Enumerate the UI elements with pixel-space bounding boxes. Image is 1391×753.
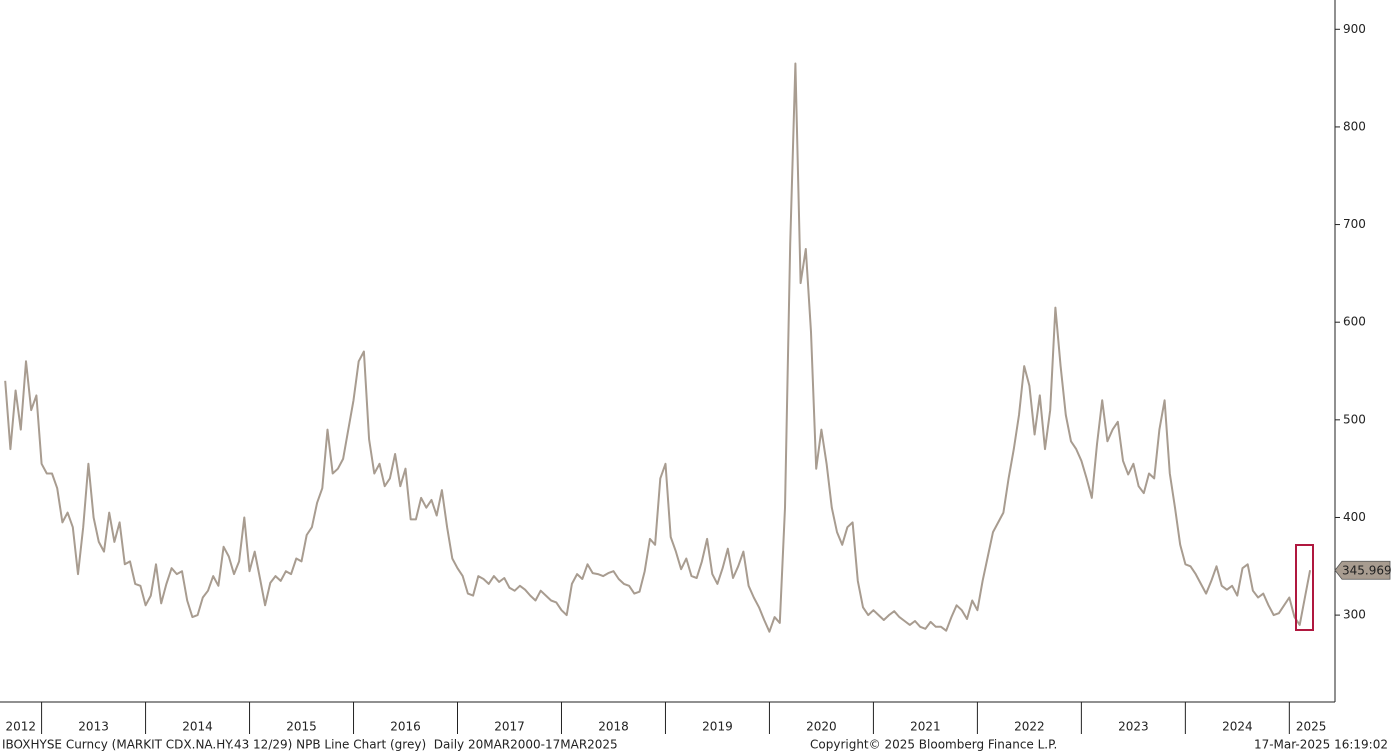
last-value-label: 345.969 bbox=[1342, 564, 1391, 578]
x-tick-label: 2023 bbox=[1118, 720, 1149, 734]
x-tick-label: 2013 bbox=[78, 720, 109, 734]
y-tick-label: 300 bbox=[1343, 608, 1366, 622]
x-tick-label: 2015 bbox=[286, 720, 317, 734]
plot-area bbox=[4, 62, 1312, 633]
y-tick-label: 800 bbox=[1343, 119, 1366, 133]
x-tick-label: 2017 bbox=[494, 720, 525, 734]
last-value-tag bbox=[1334, 560, 1391, 580]
x-tick-label: 2014 bbox=[182, 720, 213, 734]
y-tick-label: 600 bbox=[1343, 315, 1366, 329]
series-line bbox=[4, 62, 1312, 633]
x-tick-label: 2018 bbox=[598, 720, 629, 734]
x-tick-label: 2012 bbox=[6, 720, 37, 734]
timestamp: 17-Mar-2025 16:19:02 bbox=[1254, 738, 1388, 752]
y-tick-label: 700 bbox=[1343, 217, 1366, 231]
highlight-box bbox=[1295, 544, 1314, 631]
x-tick-label: 2024 bbox=[1222, 720, 1253, 734]
source-note: IBOXHYSE Curncy (MARKIT CDX.NA.HY.43 12/… bbox=[2, 738, 618, 752]
x-tick-label: 2016 bbox=[390, 720, 421, 734]
x-tick-label: 2021 bbox=[910, 720, 941, 734]
x-tick-label: 2020 bbox=[806, 720, 837, 734]
x-tick-label: 2025 bbox=[1296, 720, 1327, 734]
x-tick-label: 2022 bbox=[1014, 720, 1045, 734]
y-tick-label: 900 bbox=[1343, 22, 1366, 36]
y-tick-label: 500 bbox=[1343, 412, 1366, 426]
y-tick-label: 400 bbox=[1343, 510, 1366, 524]
x-tick-label: 2019 bbox=[702, 720, 733, 734]
copyright: Copyright© 2025 Bloomberg Finance L.P. bbox=[810, 738, 1057, 752]
